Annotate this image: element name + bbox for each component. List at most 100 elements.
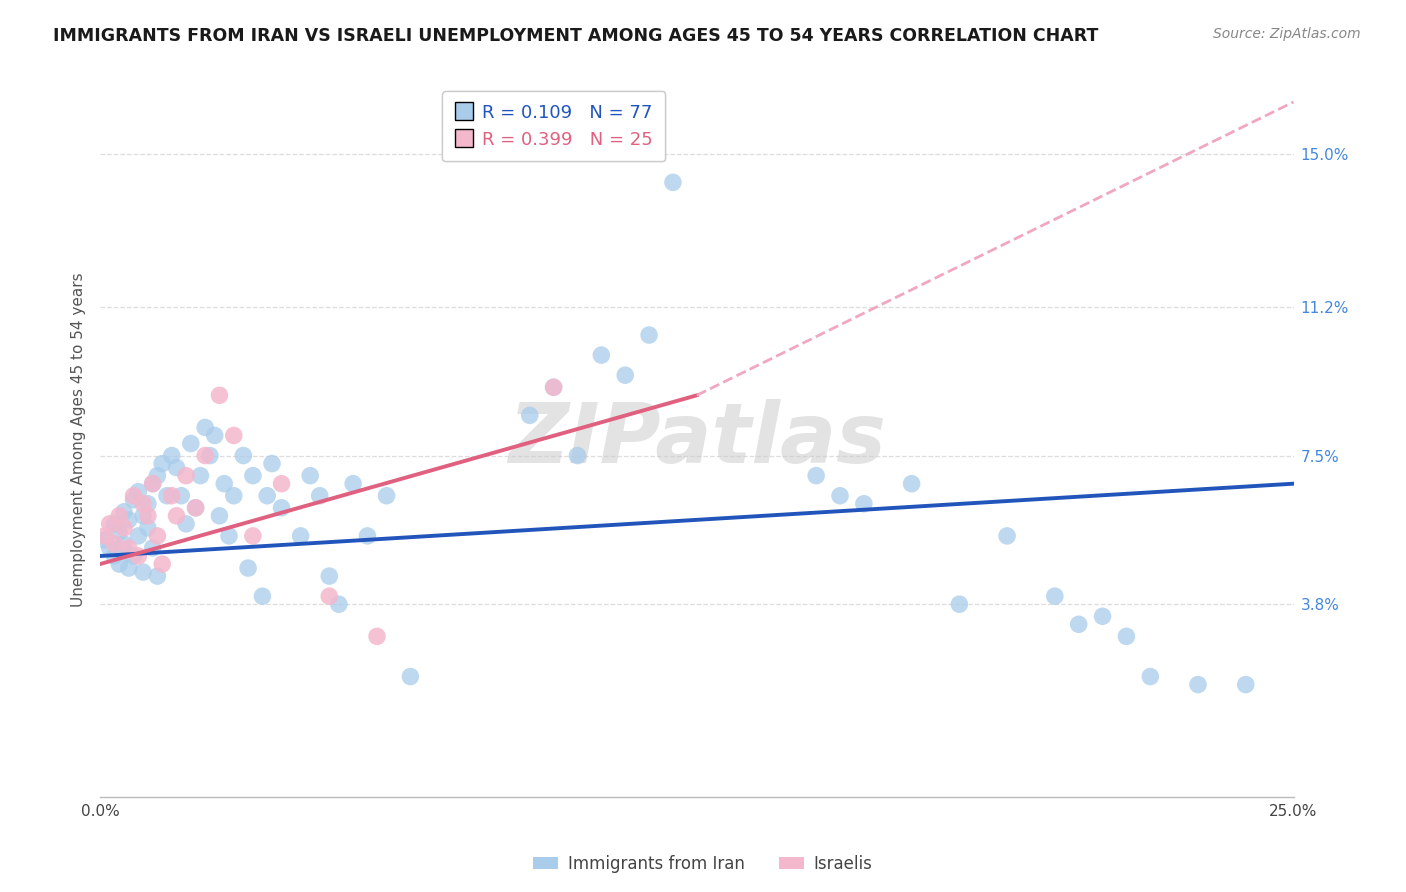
Text: IMMIGRANTS FROM IRAN VS ISRAELI UNEMPLOYMENT AMONG AGES 45 TO 54 YEARS CORRELATI: IMMIGRANTS FROM IRAN VS ISRAELI UNEMPLOY… [53,27,1099,45]
Point [160,449,183,463]
Point [804,468,827,483]
Point [146,529,169,543]
Point [103,549,125,563]
Point [567,449,589,463]
Point [94,529,117,543]
Point [174,516,197,531]
Point [356,529,378,543]
Point [122,549,145,563]
Point [299,468,322,483]
Point [1187,677,1209,691]
Point [194,449,217,463]
Point [212,476,235,491]
Point [208,388,231,402]
Point [204,428,226,442]
Text: Source: ZipAtlas.com: Source: ZipAtlas.com [1213,27,1361,41]
Point [1067,617,1090,632]
Point [948,597,970,611]
Point [1043,589,1066,603]
Point [103,537,125,551]
Point [108,557,131,571]
Point [318,589,340,603]
Point [236,561,259,575]
Point [290,529,312,543]
Point [122,489,145,503]
Point [366,629,388,643]
Point [136,508,159,523]
Point [638,328,661,343]
Point [122,492,145,507]
Point [995,529,1018,543]
Point [150,557,173,571]
Point [208,508,231,523]
Point [174,468,197,483]
Point [591,348,613,362]
Point [318,569,340,583]
Point [399,669,422,683]
Point [1234,677,1257,691]
Y-axis label: Unemployment Among Ages 45 to 54 years: Unemployment Among Ages 45 to 54 years [72,272,86,607]
Point [1091,609,1114,624]
Point [198,449,221,463]
Point [108,524,131,539]
Point [127,549,149,563]
Point [222,428,245,442]
Point [146,569,169,583]
Point [118,561,141,575]
Point [342,476,364,491]
Point [132,497,155,511]
Point [194,420,217,434]
Point [543,380,565,394]
Point [150,457,173,471]
Point [232,449,254,463]
Point [1139,669,1161,683]
Point [112,505,135,519]
Point [160,489,183,503]
Point [270,500,292,515]
Point [132,508,155,523]
Point [375,489,398,503]
Point [662,175,685,189]
Point [218,529,240,543]
Point [852,497,875,511]
Text: ZIPatlas: ZIPatlas [508,399,886,480]
Point [132,565,155,579]
Point [184,500,207,515]
Point [127,529,149,543]
Point [270,476,292,491]
Point [136,521,159,535]
Point [1115,629,1137,643]
Point [136,497,159,511]
Point [242,529,264,543]
Point [543,380,565,394]
Point [828,489,851,503]
Point [166,508,188,523]
Point [127,484,149,499]
Point [614,368,637,383]
Point [98,541,121,555]
Point [142,476,165,491]
Point [146,468,169,483]
Point [519,409,541,423]
Point [328,597,350,611]
Point [112,521,135,535]
Legend: R = 0.109   N = 77, R = 0.399   N = 25: R = 0.109 N = 77, R = 0.399 N = 25 [441,91,665,161]
Point [112,537,135,551]
Point [900,476,922,491]
Legend: Immigrants from Iran, Israelis: Immigrants from Iran, Israelis [527,848,879,880]
Point [94,533,117,547]
Point [260,457,283,471]
Point [103,516,125,531]
Point [142,541,165,555]
Point [184,500,207,515]
Point [222,489,245,503]
Point [142,476,165,491]
Point [166,460,188,475]
Point [118,513,141,527]
Point [108,508,131,523]
Point [118,541,141,555]
Point [156,489,179,503]
Point [98,516,121,531]
Point [170,489,193,503]
Point [242,468,264,483]
